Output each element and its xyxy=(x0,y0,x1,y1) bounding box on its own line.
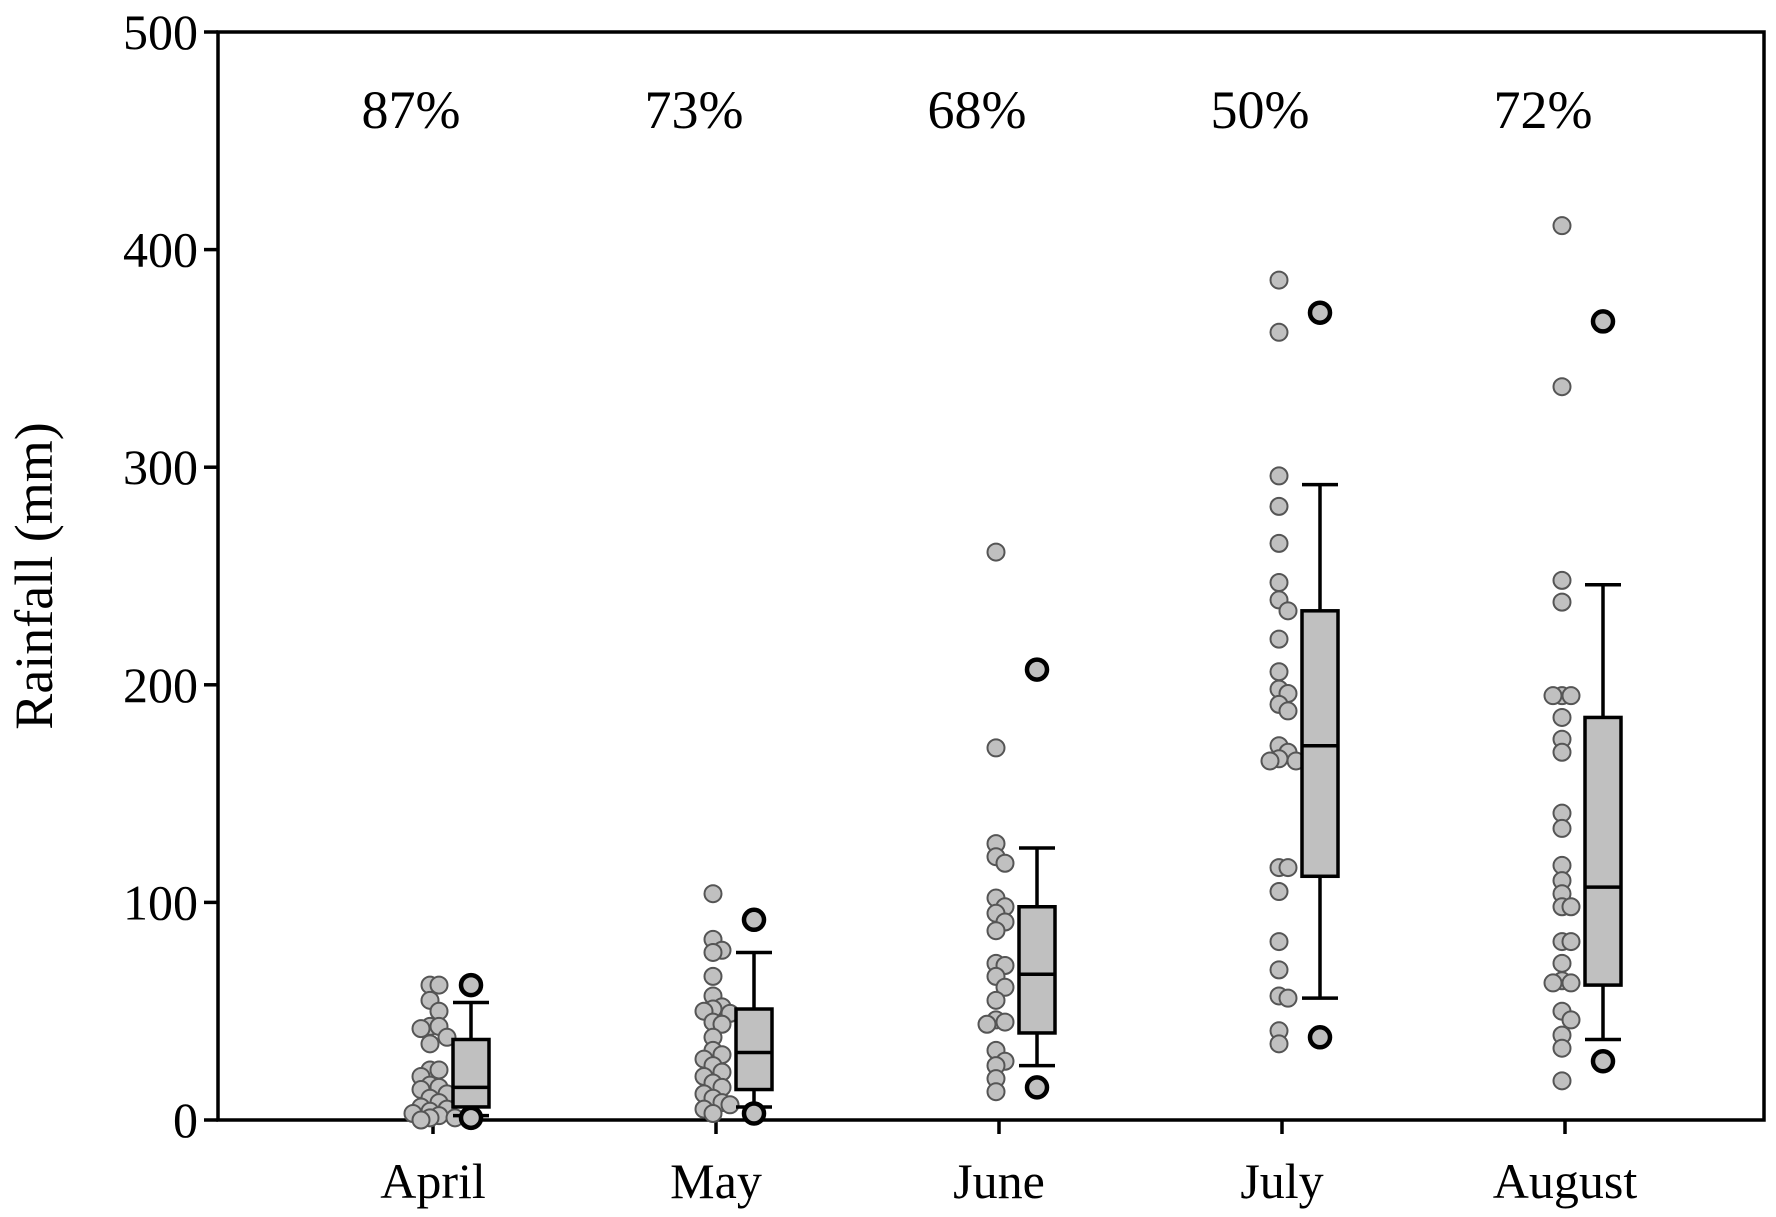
data-point xyxy=(1561,932,1581,952)
data-point xyxy=(720,1095,740,1115)
data-point xyxy=(1552,592,1572,612)
data-point xyxy=(429,1060,449,1080)
y-tick-label: 100 xyxy=(123,874,198,930)
data-point xyxy=(1260,751,1280,771)
outlier-point xyxy=(458,972,484,998)
data-point xyxy=(1552,1038,1572,1058)
plot-frame xyxy=(216,30,1766,1122)
data-point xyxy=(986,990,1006,1010)
iqr-box xyxy=(1583,715,1623,987)
x-tick-label-june: June xyxy=(953,1153,1045,1209)
x-axis: April May June July August xyxy=(380,1120,1637,1209)
box-plot-july xyxy=(1300,300,1340,1050)
data-point xyxy=(995,1012,1015,1032)
data-point xyxy=(1278,988,1298,1008)
percent-label-april: 87% xyxy=(362,80,461,140)
data-point xyxy=(986,1082,1006,1102)
data-point xyxy=(712,1014,732,1034)
percent-annotations: 87% 73% 68% 50% 72% xyxy=(362,80,1593,140)
outlier-point xyxy=(1024,657,1050,682)
data-point xyxy=(1552,742,1572,762)
x-tick-label-august: August xyxy=(1493,1153,1638,1209)
data-points xyxy=(403,216,1581,1130)
data-point xyxy=(995,853,1015,873)
data-point xyxy=(1269,573,1289,593)
y-tick-label: 500 xyxy=(123,4,198,60)
data-point xyxy=(1278,601,1298,621)
data-point xyxy=(1543,973,1563,993)
box-plot-june xyxy=(1017,657,1057,1100)
data-point xyxy=(1269,882,1289,902)
data-point xyxy=(1561,686,1581,706)
percent-label-june: 68% xyxy=(928,80,1027,140)
box-plots xyxy=(451,300,1623,1131)
outlier-point xyxy=(1307,300,1333,325)
data-point xyxy=(1269,533,1289,553)
box-plot-august xyxy=(1583,309,1623,1074)
data-point xyxy=(1561,897,1581,917)
data-point xyxy=(1269,629,1289,649)
data-point xyxy=(703,1103,723,1123)
data-point xyxy=(1269,270,1289,290)
data-point xyxy=(1552,953,1572,973)
outlier-point xyxy=(1024,1075,1050,1100)
box-plot-april xyxy=(451,972,491,1131)
iqr-box xyxy=(451,1037,491,1109)
percent-label-july: 50% xyxy=(1211,80,1310,140)
outlier-point xyxy=(741,1101,767,1126)
data-point xyxy=(1269,322,1289,342)
x-tick-label-may: May xyxy=(670,1153,762,1209)
outlier-point xyxy=(741,907,767,933)
data-point xyxy=(1269,466,1289,486)
data-point xyxy=(703,966,723,986)
data-point xyxy=(1269,932,1289,952)
data-point xyxy=(1269,496,1289,516)
iqr-box xyxy=(734,1007,774,1092)
iqr-box xyxy=(1017,905,1057,1035)
data-point xyxy=(703,942,723,962)
x-tick-label-april: April xyxy=(380,1153,486,1209)
y-tick-label: 0 xyxy=(173,1092,198,1148)
iqr-box xyxy=(1300,609,1340,879)
data-point xyxy=(995,977,1015,997)
data-point xyxy=(986,921,1006,941)
data-point xyxy=(1269,662,1289,682)
y-tick-label: 300 xyxy=(123,439,198,495)
outlier-point xyxy=(1307,1025,1333,1050)
outlier-point xyxy=(458,1105,484,1131)
data-point xyxy=(1552,707,1572,727)
data-point xyxy=(1561,973,1581,993)
y-axis-title: Rainfall (mm) xyxy=(4,422,64,729)
x-tick-label-july: July xyxy=(1240,1153,1323,1209)
percent-label-may: 73% xyxy=(645,80,744,140)
y-tick-label: 200 xyxy=(123,657,198,713)
y-tick-label: 400 xyxy=(123,222,198,278)
data-point xyxy=(1552,570,1572,590)
data-point xyxy=(420,1034,440,1054)
data-point xyxy=(411,1110,431,1130)
y-axis: 0 100 200 300 400 500 xyxy=(123,4,218,1148)
data-point xyxy=(1269,1034,1289,1054)
data-point xyxy=(411,1019,431,1039)
data-point xyxy=(1543,686,1563,706)
data-point xyxy=(1552,377,1572,397)
data-point xyxy=(1561,1010,1581,1030)
data-point xyxy=(1552,1071,1572,1091)
data-point xyxy=(1269,960,1289,980)
data-point xyxy=(1278,701,1298,721)
data-point xyxy=(429,975,449,995)
outlier-point xyxy=(1590,1048,1616,1074)
data-point xyxy=(703,884,723,904)
data-point xyxy=(977,1014,997,1034)
data-point xyxy=(1552,818,1572,838)
box-plot-may xyxy=(734,907,774,1126)
outlier-point xyxy=(1590,309,1616,334)
data-point xyxy=(986,542,1006,562)
data-point xyxy=(1552,216,1572,236)
data-point xyxy=(1278,858,1298,878)
data-point xyxy=(986,738,1006,758)
percent-label-august: 72% xyxy=(1494,80,1593,140)
